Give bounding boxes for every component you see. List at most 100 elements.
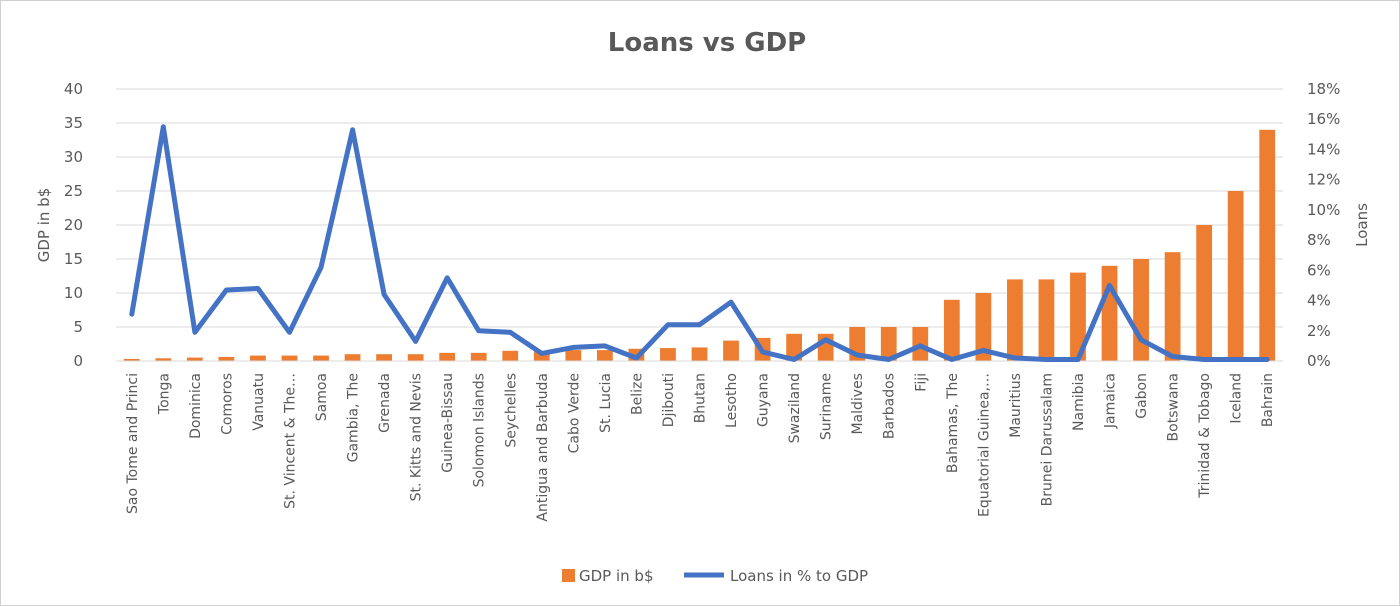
category-label: Lesotho bbox=[724, 373, 740, 428]
legend-swatch-gdp bbox=[562, 569, 575, 582]
gdp-bar bbox=[407, 354, 424, 361]
left-tick-label: 25 bbox=[64, 182, 83, 200]
chart-title: Loans vs GDP bbox=[608, 28, 806, 58]
legend-label-gdp: GDP in b$ bbox=[579, 567, 654, 585]
category-label: Gabon bbox=[1134, 373, 1150, 419]
category-label: Dominica bbox=[188, 373, 204, 439]
gdp-bar bbox=[250, 355, 266, 361]
right-tick-label: 12% bbox=[1307, 171, 1340, 189]
loans-point bbox=[540, 351, 544, 355]
loans-point bbox=[256, 286, 260, 290]
loans-point bbox=[792, 357, 796, 361]
gdp-bar bbox=[1259, 129, 1276, 361]
loans-point bbox=[698, 323, 701, 327]
loans-point bbox=[1234, 357, 1238, 361]
gdp-bar bbox=[1038, 279, 1055, 361]
category-label: Cabo Verde bbox=[566, 373, 582, 453]
category-label: Antigua and Barbuda bbox=[535, 373, 551, 522]
left-tick-label: 10 bbox=[64, 284, 83, 302]
gdp-bar bbox=[880, 327, 897, 361]
loans-point bbox=[666, 323, 670, 327]
loans-point bbox=[414, 339, 418, 343]
loans-line bbox=[129, 124, 1270, 362]
category-label: Suriname bbox=[819, 373, 835, 440]
loans-point bbox=[1076, 357, 1080, 361]
loans-point bbox=[445, 276, 449, 280]
right-tick-label: 18% bbox=[1307, 80, 1340, 98]
right-axis-ticks: 0% 2% 4% 6% 8% 10% 12% 14% 16% 18% bbox=[1307, 80, 1340, 370]
category-label: Maldives bbox=[850, 373, 866, 435]
category-labels: Sao Tome and Princi Tonga Dominica Comoros V… bbox=[125, 373, 1276, 522]
legend-label-loans: Loans in % to GDP bbox=[730, 567, 868, 585]
category-label: Sao Tome and Princi bbox=[125, 373, 141, 514]
loans-point bbox=[1108, 283, 1112, 287]
gdp-bar bbox=[123, 358, 140, 361]
loans-point bbox=[1265, 357, 1269, 361]
left-tick-label: 5 bbox=[73, 318, 83, 336]
loans-point bbox=[603, 344, 607, 348]
category-label: Tonga bbox=[156, 373, 172, 415]
gdp-bar bbox=[723, 340, 739, 361]
loans-point bbox=[981, 348, 985, 352]
gdp-bar bbox=[691, 347, 708, 361]
category-label: Bahrain bbox=[1260, 373, 1276, 427]
legend: GDP in b$ Loans in % to GDP bbox=[562, 567, 868, 585]
right-tick-label: 14% bbox=[1307, 140, 1340, 158]
right-axis-title: Loans bbox=[1353, 203, 1371, 247]
loans-point bbox=[761, 350, 765, 354]
loans-point bbox=[287, 330, 291, 334]
gdp-bar bbox=[565, 350, 582, 361]
gdp-bar bbox=[975, 293, 992, 361]
category-label: Brunei Darussalam bbox=[1039, 373, 1055, 506]
loans-point bbox=[1139, 338, 1143, 342]
loans-point bbox=[950, 357, 954, 361]
left-axis-ticks: 0 5 10 15 20 25 30 35 40 bbox=[64, 80, 83, 370]
category-label: Samoa bbox=[314, 373, 330, 421]
right-tick-label: 10% bbox=[1307, 201, 1340, 219]
category-label: Botswana bbox=[1166, 373, 1182, 441]
loans-point bbox=[477, 329, 481, 333]
gdp-bar bbox=[1007, 279, 1023, 361]
gdp-bar bbox=[281, 355, 298, 361]
right-tick-label: 8% bbox=[1307, 231, 1331, 249]
category-label: Vanuatu bbox=[251, 373, 267, 431]
category-label: Grenada bbox=[377, 373, 393, 433]
loans-point bbox=[130, 312, 134, 316]
loans-point bbox=[1202, 357, 1206, 361]
left-tick-label: 20 bbox=[64, 216, 83, 234]
gdp-bar bbox=[376, 354, 392, 361]
category-label: St. Kitts and Nevis bbox=[409, 373, 425, 501]
category-label: Solomon Islands bbox=[472, 373, 488, 487]
loans-point bbox=[1171, 354, 1175, 358]
category-label: St. Vincent & The… bbox=[282, 373, 298, 509]
gdp-bar bbox=[186, 357, 203, 361]
category-label: Gambia, The bbox=[346, 373, 362, 462]
loans-point bbox=[382, 293, 386, 297]
left-tick-label: 30 bbox=[64, 148, 83, 166]
gdp-bar bbox=[439, 352, 456, 361]
right-tick-label: 2% bbox=[1307, 322, 1331, 340]
category-label: Bahamas, The bbox=[945, 373, 961, 473]
left-tick-label: 40 bbox=[64, 80, 83, 98]
category-label: Bhutan bbox=[693, 373, 709, 423]
gdp-bar bbox=[218, 356, 235, 361]
category-label: Namibia bbox=[1071, 373, 1087, 431]
loans-point bbox=[508, 330, 512, 334]
category-label: St. Lucia bbox=[598, 373, 614, 433]
gdp-bar bbox=[943, 299, 960, 361]
category-label: Equatorial Guinea,… bbox=[976, 373, 992, 517]
right-tick-label: 0% bbox=[1307, 352, 1331, 370]
gdp-bar bbox=[313, 355, 329, 361]
loans-point bbox=[224, 288, 228, 292]
category-label: Guyana bbox=[756, 373, 772, 427]
loans-point bbox=[887, 357, 891, 361]
gdp-bar bbox=[533, 351, 550, 361]
category-label: Guinea-Bissau bbox=[440, 373, 456, 473]
gdp-bar bbox=[502, 350, 519, 361]
loans-point bbox=[351, 128, 355, 132]
left-tick-label: 0 bbox=[73, 352, 83, 370]
loans-point bbox=[824, 338, 828, 342]
category-label: Iceland bbox=[1229, 373, 1245, 424]
